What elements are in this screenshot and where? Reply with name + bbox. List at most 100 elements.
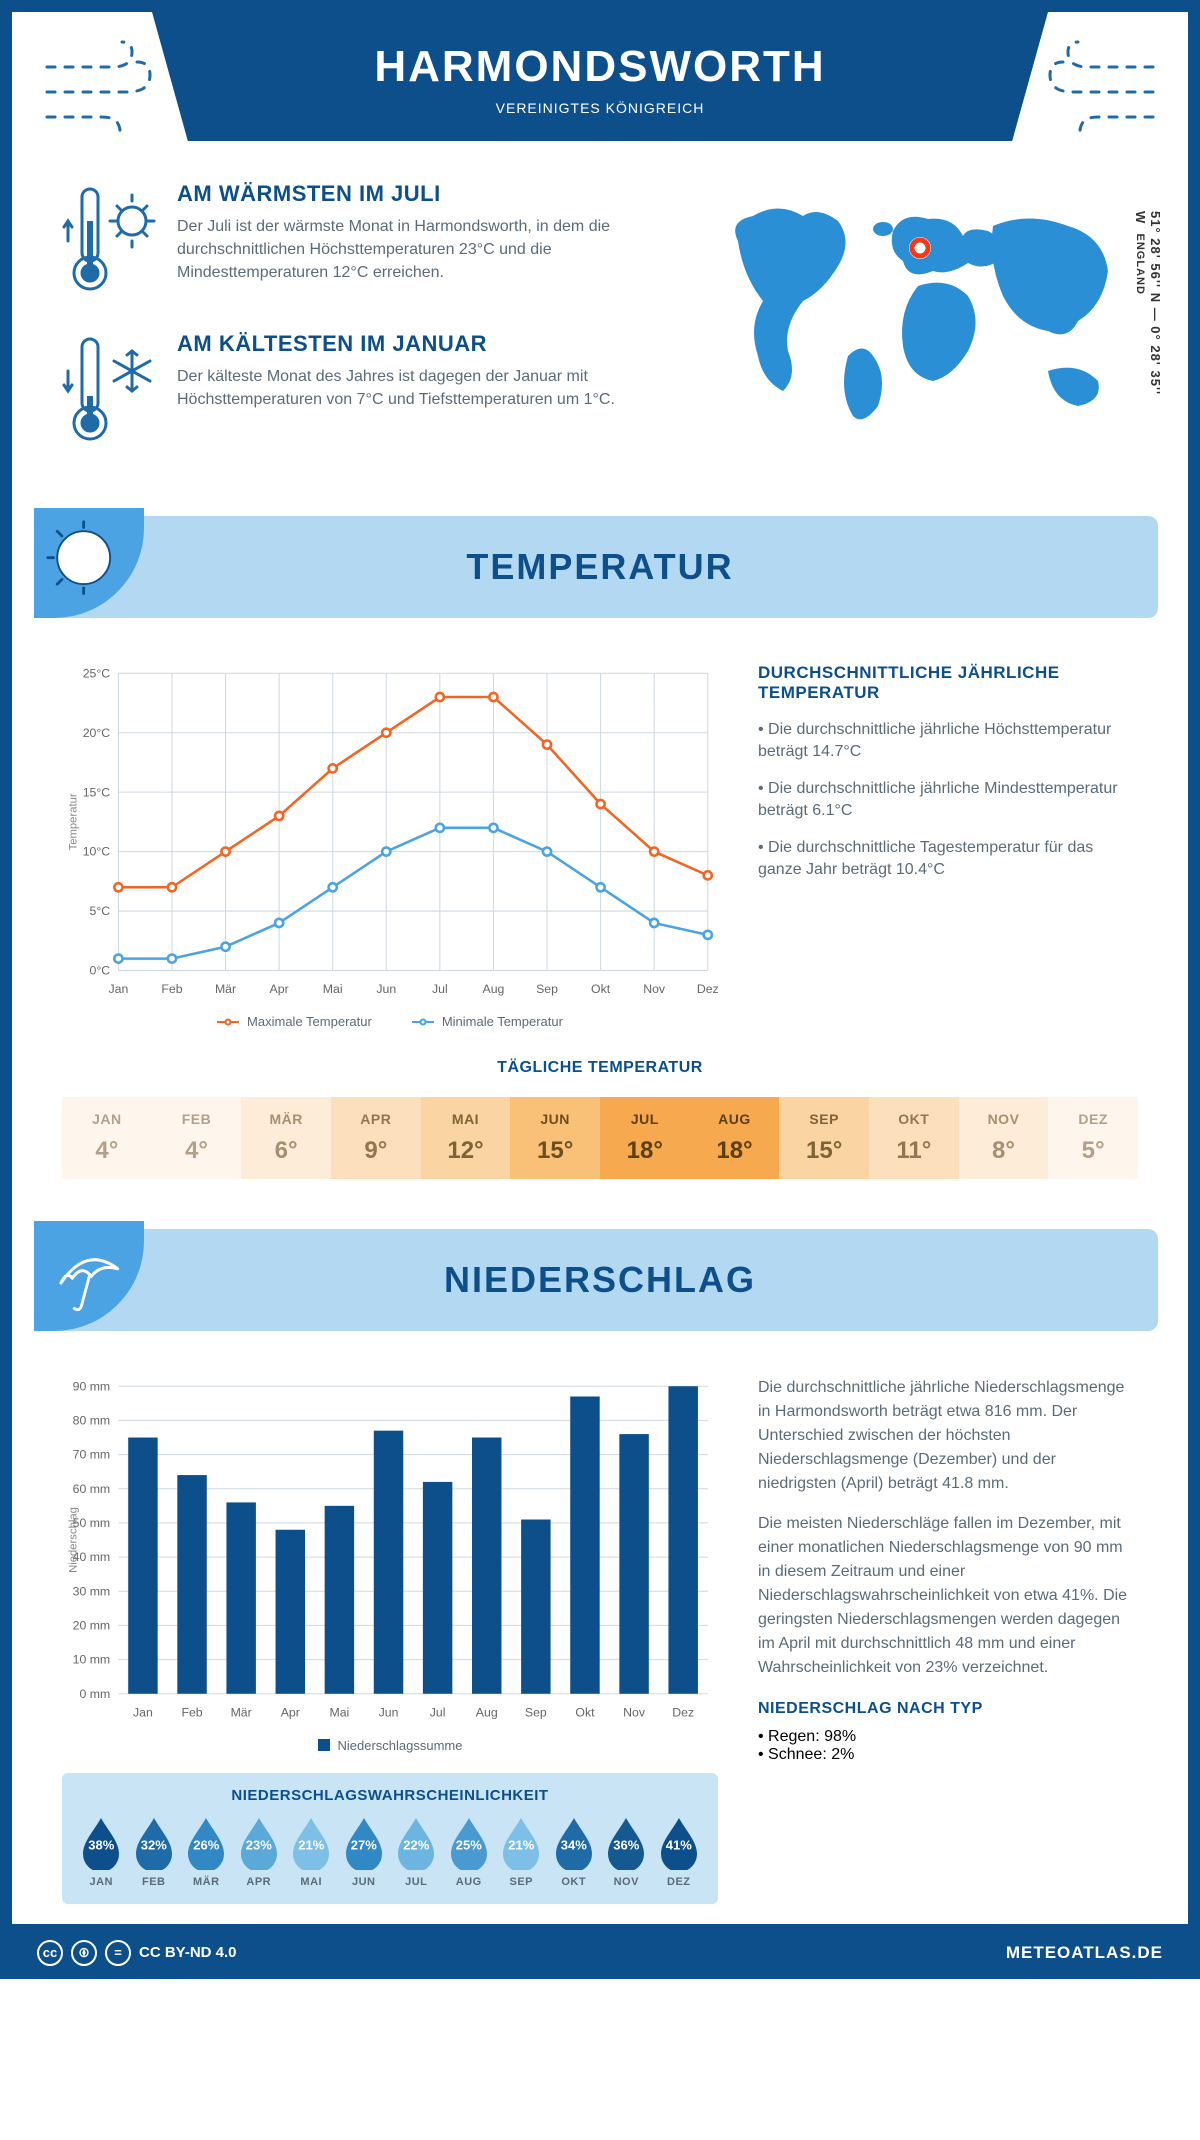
thermometer-warm-icon [62, 181, 157, 306]
svg-text:Okt: Okt [591, 982, 611, 996]
daily-temp-cell: APR9° [331, 1097, 421, 1179]
svg-text:10 mm: 10 mm [73, 1653, 111, 1667]
precip-type-bullet: • Regen: 98% [758, 1728, 1138, 1746]
warmest-title: AM WÄRMSTEN IM JULI [177, 181, 678, 207]
daily-temp-cell: OKT11° [869, 1097, 959, 1179]
temperature-line-chart: 0°C5°C10°C15°C20°C25°CJanFebMärAprMaiJun… [62, 663, 718, 1029]
warmest-text: Der Juli ist der wärmste Monat in Harmon… [177, 215, 678, 285]
coldest-block: AM KÄLTESTEN IM JANUAR Der kälteste Mona… [62, 331, 678, 456]
umbrella-icon [34, 1221, 144, 1331]
precip-type-bullet: • Schnee: 2% [758, 1746, 1138, 1764]
daily-temp-cell: SEP15° [779, 1097, 869, 1179]
intro-row: AM WÄRMSTEN IM JULI Der Juli ist der wär… [12, 171, 1188, 506]
sun-icon [34, 508, 144, 618]
page: HARMONDSWORTH VEREINIGTES KÖNIGREICH AM … [0, 0, 1200, 1979]
probability-title: NIEDERSCHLAGSWAHRSCHEINLICHKEIT [78, 1787, 702, 1804]
svg-text:Mär: Mär [215, 982, 236, 996]
probability-drop: 23%APR [236, 1816, 283, 1888]
license-text: CC BY-ND 4.0 [139, 1944, 237, 1961]
temperature-heading: TEMPERATUR [42, 546, 1158, 588]
brand-text: METEOATLAS.DE [1006, 1943, 1163, 1963]
svg-text:15°C: 15°C [83, 785, 111, 799]
svg-text:Okt: Okt [575, 1706, 595, 1720]
footer: cc 🅯 = CC BY-ND 4.0 METEOATLAS.DE [12, 1940, 1188, 1966]
probability-drop: 32%FEB [131, 1816, 178, 1888]
probability-drop: 21%SEP [498, 1816, 545, 1888]
svg-text:20 mm: 20 mm [73, 1619, 111, 1633]
nd-icon: = [105, 1940, 131, 1966]
svg-text:10°C: 10°C [83, 845, 111, 859]
precipitation-legend: Niederschlagssumme [62, 1738, 718, 1753]
svg-text:Jan: Jan [108, 982, 128, 996]
precipitation-section-banner: NIEDERSCHLAG [42, 1229, 1158, 1331]
license: cc 🅯 = CC BY-ND 4.0 [37, 1940, 237, 1966]
temperature-legend: Maximale TemperaturMinimale Temperatur [62, 1014, 718, 1029]
svg-text:60 mm: 60 mm [73, 1482, 111, 1496]
header-banner: HARMONDSWORTH VEREINIGTES KÖNIGREICH [152, 12, 1048, 141]
precipitation-row: 0 mm10 mm20 mm30 mm40 mm50 mm60 mm70 mm8… [12, 1356, 1188, 1924]
probability-drop: 34%OKT [551, 1816, 598, 1888]
city-title: HARMONDSWORTH [152, 42, 1048, 92]
probability-drop: 41%DEZ [656, 1816, 703, 1888]
svg-text:Sep: Sep [525, 1706, 547, 1720]
svg-text:0°C: 0°C [90, 964, 111, 978]
warmest-block: AM WÄRMSTEN IM JULI Der Juli ist der wär… [62, 181, 678, 306]
svg-text:Feb: Feb [161, 982, 182, 996]
probability-drop: 22%JUL [393, 1816, 440, 1888]
svg-text:Mai: Mai [323, 982, 343, 996]
temperature-chart-row: 0°C5°C10°C15°C20°C25°CJanFebMärAprMaiJun… [12, 643, 1188, 1059]
precipitation-left: 0 mm10 mm20 mm30 mm40 mm50 mm60 mm70 mm8… [62, 1376, 718, 1904]
temperature-facts: DURCHSCHNITTLICHE JÄHRLICHE TEMPERATUR •… [758, 663, 1138, 1029]
daily-temp-cell: MAI12° [421, 1097, 511, 1179]
temperature-section-banner: TEMPERATUR [42, 516, 1158, 618]
daily-temp-cell: AUG18° [690, 1097, 780, 1179]
svg-text:Mär: Mär [231, 1706, 252, 1720]
svg-text:0 mm: 0 mm [79, 1687, 110, 1701]
precipitation-text: Die durchschnittliche jährliche Niedersc… [758, 1376, 1138, 1904]
svg-text:Feb: Feb [181, 1706, 202, 1720]
svg-text:Jan: Jan [133, 1706, 153, 1720]
svg-text:30 mm: 30 mm [73, 1585, 111, 1599]
wind-deco-right [1038, 37, 1158, 142]
svg-text:20°C: 20°C [83, 726, 111, 740]
svg-text:Aug: Aug [476, 1706, 498, 1720]
svg-text:70 mm: 70 mm [73, 1448, 111, 1462]
coldest-title: AM KÄLTESTEN IM JANUAR [177, 331, 678, 357]
svg-text:Aug: Aug [483, 982, 505, 996]
wind-deco-left [42, 37, 162, 142]
daily-temp-cell: DEZ5° [1048, 1097, 1138, 1179]
probability-drop: 27%JUN [341, 1816, 388, 1888]
svg-text:Apr: Apr [281, 1706, 300, 1720]
thermometer-cold-icon [62, 331, 157, 456]
daily-temp-title: TÄGLICHE TEMPERATUR [62, 1059, 1138, 1077]
precipitation-probability-box: NIEDERSCHLAGSWAHRSCHEINLICHKEIT 38%JAN32… [62, 1773, 718, 1904]
cc-icon: cc [37, 1940, 63, 1966]
probability-drop: 38%JAN [78, 1816, 125, 1888]
daily-temp-cell: JUL18° [600, 1097, 690, 1179]
world-map-icon [708, 181, 1138, 441]
by-icon: 🅯 [71, 1940, 97, 1966]
svg-text:Niederschlag: Niederschlag [67, 1507, 79, 1573]
svg-text:5°C: 5°C [90, 904, 111, 918]
svg-text:Jul: Jul [430, 1706, 446, 1720]
daily-temp-cell: JUN15° [510, 1097, 600, 1179]
svg-text:Sep: Sep [536, 982, 558, 996]
svg-text:Mai: Mai [329, 1706, 349, 1720]
country-subtitle: VEREINIGTES KÖNIGREICH [152, 100, 1048, 116]
daily-temperature-table: TÄGLICHE TEMPERATUR JAN4°FEB4°MÄR6°APR9°… [12, 1059, 1188, 1219]
svg-text:Nov: Nov [623, 1706, 646, 1720]
probability-drop: 21%MAI [288, 1816, 335, 1888]
svg-text:Jun: Jun [376, 982, 396, 996]
svg-text:Nov: Nov [643, 982, 666, 996]
svg-text:Jul: Jul [432, 982, 448, 996]
probability-drop: 36%NOV [603, 1816, 650, 1888]
temp-facts-title: DURCHSCHNITTLICHE JÄHRLICHE TEMPERATUR [758, 663, 1138, 703]
precip-type-title: NIEDERSCHLAG NACH TYP [758, 1700, 1138, 1718]
daily-temp-cell: FEB4° [152, 1097, 242, 1179]
precipitation-bar-chart: 0 mm10 mm20 mm30 mm40 mm50 mm60 mm70 mm8… [62, 1376, 718, 1725]
coldest-text: Der kälteste Monat des Jahres ist dagege… [177, 365, 678, 411]
precip-paragraph-1: Die durchschnittliche jährliche Niedersc… [758, 1376, 1138, 1496]
svg-text:Temperatur: Temperatur [67, 793, 79, 850]
svg-text:90 mm: 90 mm [73, 1380, 111, 1394]
svg-text:25°C: 25°C [83, 666, 111, 680]
